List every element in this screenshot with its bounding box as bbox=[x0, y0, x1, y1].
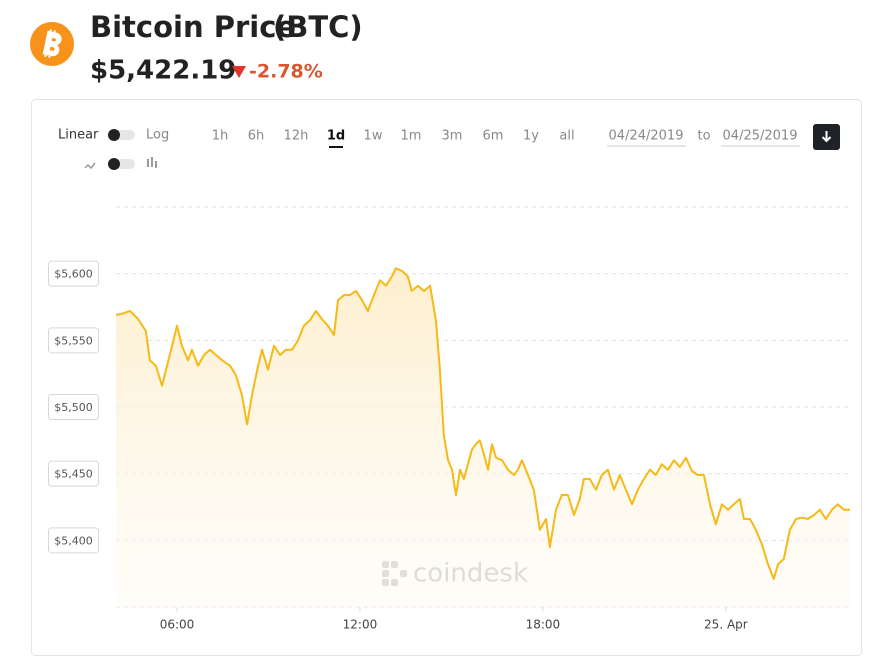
y-tick-label: $5,400 bbox=[54, 534, 93, 547]
y-tick-label: $5,550 bbox=[54, 334, 93, 347]
range-button[interactable]: 6m bbox=[483, 129, 504, 144]
range-button[interactable]: all bbox=[559, 129, 574, 144]
change: -2.78% bbox=[249, 61, 323, 83]
y-tick-box bbox=[48, 260, 99, 287]
x-tick-label: 18:00 bbox=[526, 618, 561, 632]
y-tick-label: $5,500 bbox=[54, 401, 93, 414]
y-tick-label: $5,600 bbox=[54, 268, 93, 281]
y-tick-box bbox=[48, 460, 99, 487]
line-icon[interactable] bbox=[84, 162, 96, 170]
price-area bbox=[116, 268, 850, 607]
date-from[interactable]: 04/24/2019 bbox=[609, 129, 684, 144]
type-toggle[interactable] bbox=[108, 158, 135, 170]
date-separator: to bbox=[697, 129, 710, 144]
y-tick-label: $5,450 bbox=[54, 468, 93, 481]
scale-linear[interactable]: Linear bbox=[58, 128, 99, 143]
range-button[interactable]: 1h bbox=[212, 129, 229, 144]
range-button[interactable]: 12h bbox=[284, 129, 309, 144]
range-button[interactable]: 1d bbox=[327, 129, 345, 144]
btc-icon bbox=[30, 22, 74, 66]
down-arrow bbox=[232, 66, 246, 78]
range-button[interactable]: 1m bbox=[401, 129, 422, 144]
date-to[interactable]: 04/25/2019 bbox=[723, 129, 798, 144]
scale-log[interactable]: Log bbox=[146, 128, 169, 143]
title: Bitcoin Price bbox=[90, 10, 296, 44]
y-tick-box bbox=[48, 394, 99, 420]
range-button[interactable]: 1y bbox=[523, 129, 539, 144]
range-button[interactable]: 3m bbox=[442, 129, 463, 144]
price-line bbox=[115, 267, 850, 580]
ticker: (BTC) bbox=[273, 10, 363, 44]
range-button[interactable]: 6h bbox=[248, 129, 265, 144]
x-tick-label: 06:00 bbox=[160, 618, 195, 632]
scale-toggle[interactable] bbox=[108, 129, 135, 141]
x-tick-label: 12:00 bbox=[343, 618, 378, 632]
range-button[interactable]: 1w bbox=[364, 129, 383, 144]
candle-icon[interactable] bbox=[147, 157, 157, 168]
x-tick-label: 25. Apr bbox=[704, 618, 748, 632]
download-button[interactable] bbox=[813, 124, 840, 150]
price: $5,422.19 bbox=[90, 56, 236, 86]
y-tick-box bbox=[48, 327, 99, 354]
y-tick-box bbox=[48, 527, 99, 554]
